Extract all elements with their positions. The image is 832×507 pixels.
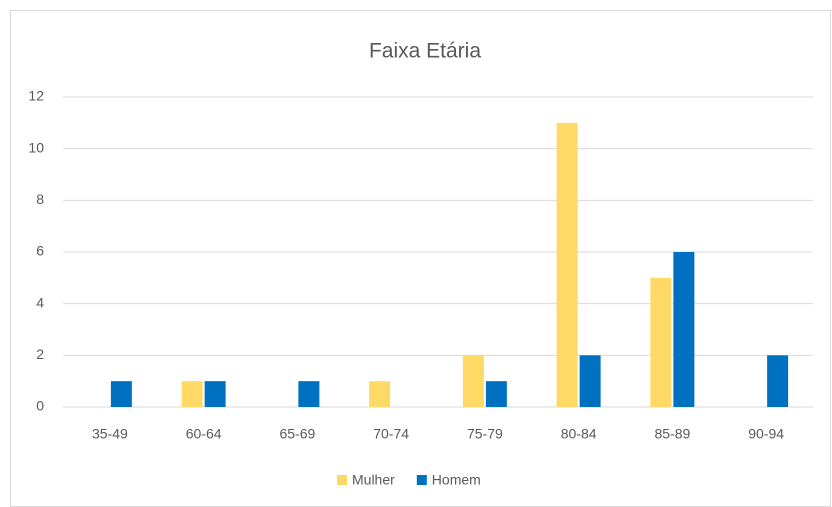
x-tick-label: 75-79 bbox=[467, 426, 503, 442]
bar bbox=[650, 277, 672, 407]
x-tick-label: 35-49 bbox=[92, 426, 128, 442]
legend-label: Mulher bbox=[352, 472, 395, 488]
legend-swatch bbox=[337, 475, 347, 485]
chart-title: Faixa Etária bbox=[369, 40, 481, 63]
x-tick-label: 65-69 bbox=[279, 426, 315, 442]
bar bbox=[556, 122, 578, 407]
bar bbox=[369, 381, 391, 407]
y-tick-label: 10 bbox=[28, 139, 44, 155]
bar bbox=[673, 252, 695, 407]
y-tick-label: 6 bbox=[36, 243, 44, 259]
chart-frame bbox=[10, 10, 831, 507]
legend-swatch bbox=[416, 475, 427, 485]
y-tick-label: 0 bbox=[36, 398, 44, 414]
bar bbox=[485, 381, 507, 407]
bar bbox=[579, 355, 601, 407]
bar bbox=[204, 381, 226, 407]
x-tick-label: 80-84 bbox=[561, 426, 597, 442]
y-tick-label: 2 bbox=[36, 346, 44, 362]
y-tick-label: 12 bbox=[28, 88, 44, 104]
bar bbox=[462, 355, 484, 407]
bar bbox=[181, 381, 203, 407]
legend-label: Homem bbox=[432, 472, 481, 488]
x-tick-label: 70-74 bbox=[373, 426, 409, 442]
x-tick-label: 90-94 bbox=[748, 426, 784, 442]
bar bbox=[298, 381, 320, 407]
y-tick-label: 4 bbox=[36, 294, 44, 310]
x-tick-label: 60-64 bbox=[186, 426, 222, 442]
bar bbox=[110, 381, 132, 407]
bar bbox=[767, 355, 789, 407]
x-tick-label: 85-89 bbox=[654, 426, 690, 442]
y-tick-label: 8 bbox=[36, 191, 44, 207]
